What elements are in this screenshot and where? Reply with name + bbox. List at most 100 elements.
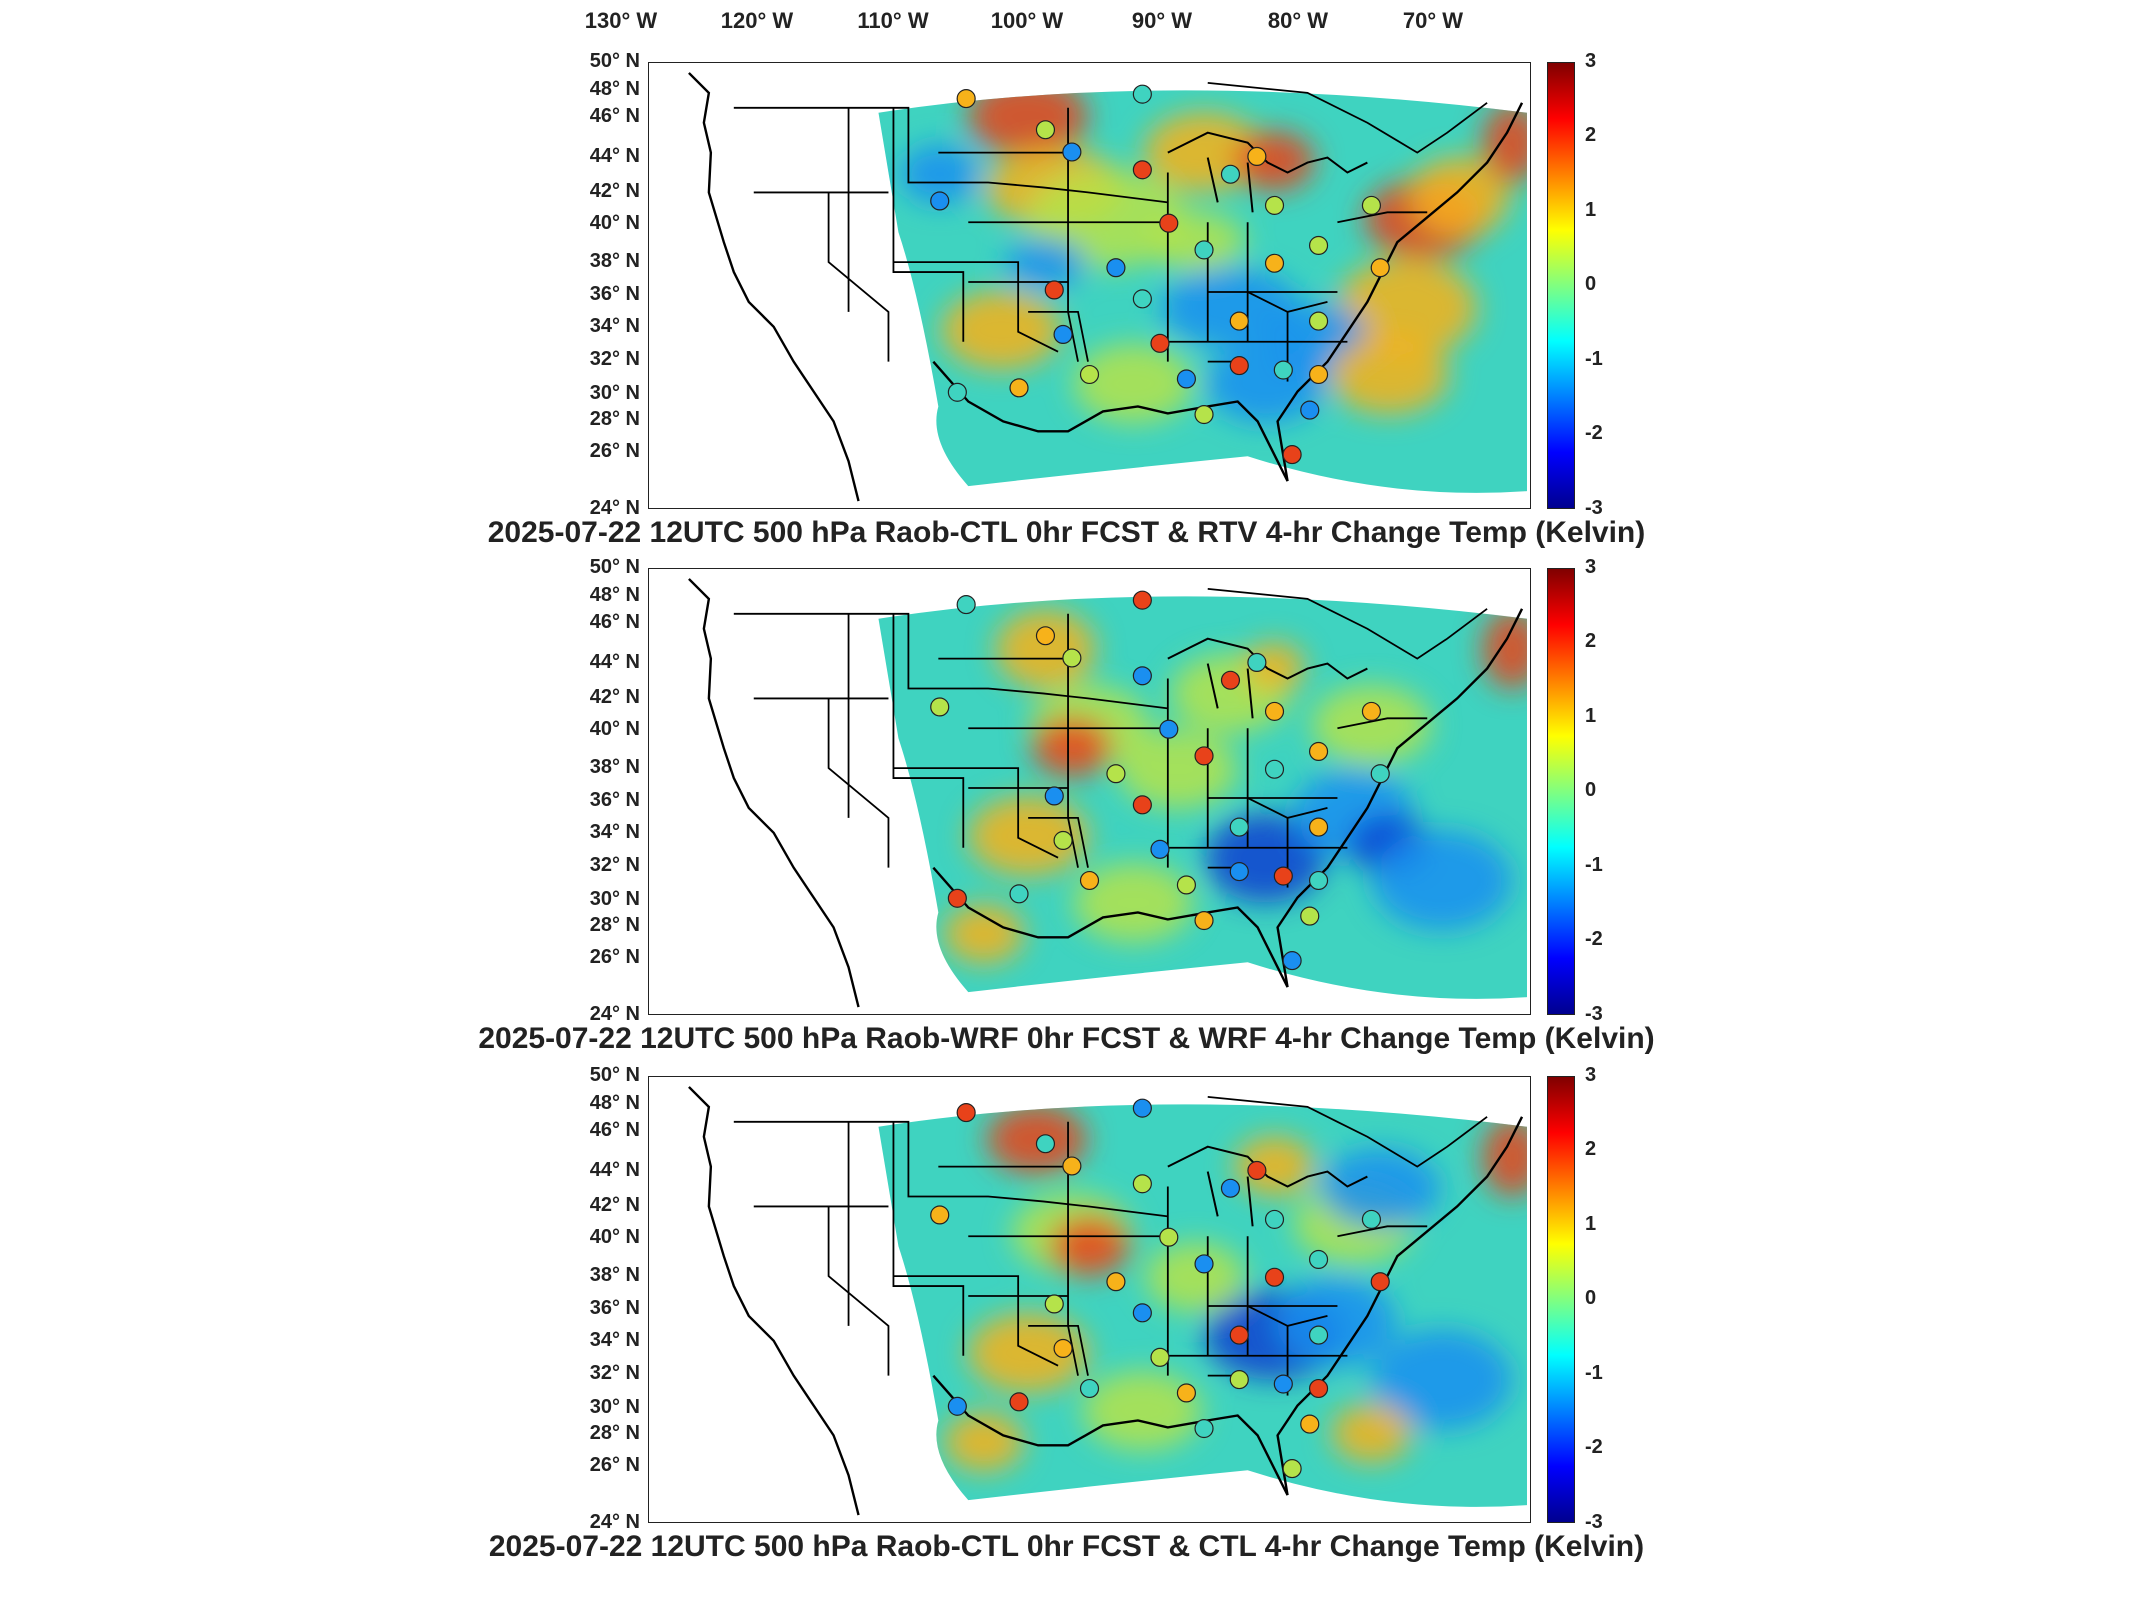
raob-station-marker <box>1229 1325 1249 1345</box>
raob-station-marker <box>1132 590 1152 610</box>
raob-station-marker <box>1044 280 1064 300</box>
raob-station-marker <box>1053 830 1073 851</box>
lat-tick-label: 48° N <box>589 1092 640 1114</box>
lat-tick-label: 36° N <box>589 1297 640 1319</box>
great-lakes-outline <box>1167 637 1368 719</box>
raob-station-marker <box>1132 1303 1152 1323</box>
lat-tick-label: 34° N <box>589 315 640 337</box>
raob-station-marker <box>1176 369 1196 389</box>
raob-station-marker <box>1150 333 1170 353</box>
raob-station-marker <box>1308 870 1329 891</box>
lat-tick-label: 26° N <box>589 1454 640 1476</box>
lat-tick-label: 24° N <box>589 497 640 519</box>
raob-station-marker <box>930 697 950 717</box>
raob-station-marker <box>1370 764 1390 784</box>
raob-station-marker <box>1053 324 1073 345</box>
lon-tick-label: 80° W <box>1267 8 1329 33</box>
lat-tick-label: 26° N <box>589 440 640 462</box>
raob-station-marker <box>1194 404 1214 425</box>
anomaly-blob <box>1073 343 1194 424</box>
raob-station-marker <box>1308 235 1329 256</box>
raob-station-marker <box>1361 701 1381 721</box>
state-border <box>892 107 965 342</box>
lat-tick-label: 50° N <box>589 50 640 72</box>
colorbar-tick-label: -2 <box>1585 422 1603 444</box>
raob-station-marker <box>1035 120 1056 140</box>
state-border <box>733 612 1168 710</box>
colorbar-tick-label: 3 <box>1585 1064 1597 1086</box>
anomaly-blob <box>1329 334 1449 415</box>
state-border <box>733 106 1168 204</box>
lat-tick-label: 36° N <box>589 789 640 811</box>
raob-station-marker <box>1370 258 1390 278</box>
anomaly-blob <box>1031 717 1112 777</box>
raob-station-marker <box>1132 160 1152 180</box>
colorbar <box>1547 62 1575 509</box>
raob-station-marker <box>1079 364 1100 385</box>
raob-station-marker <box>1106 764 1126 784</box>
raob-station-marker <box>1035 626 1056 646</box>
raob-station-marker <box>1264 759 1285 779</box>
state-borders <box>688 72 1524 502</box>
anomaly-blob <box>1372 1329 1512 1430</box>
raob-station-marker <box>1264 1267 1285 1287</box>
raob-station-marker <box>1132 84 1152 104</box>
raob-station-marker <box>947 1396 967 1416</box>
colorbar-tick-label: 0 <box>1585 273 1597 295</box>
raob-station-marker <box>1229 356 1249 376</box>
raob-station-marker <box>930 1205 950 1225</box>
raob-station-marker <box>1106 258 1126 278</box>
raob-station-marker <box>947 888 967 908</box>
raob-station-marker <box>1062 1156 1082 1176</box>
raob-stations <box>930 84 1390 465</box>
raob-station-marker <box>1247 146 1267 167</box>
lon-tick-label: 130° W <box>584 8 658 33</box>
state-border <box>892 613 965 848</box>
state-border <box>1028 310 1089 362</box>
colorbar-tick-label: 2 <box>1585 1138 1597 1160</box>
longitude-axis: 130° W 120° W 110° W 100° W 90° W 80° W 70° W <box>0 0 2133 50</box>
lat-tick-label: 34° N <box>589 821 640 843</box>
anomaly-blob <box>995 609 1096 689</box>
raob-station-marker <box>956 1103 976 1123</box>
panel-title: 2025-07-22 12UTC 500 hPa Raob-CTL 0hr FC… <box>487 516 1646 549</box>
state-borders <box>688 578 1524 1008</box>
anomaly-blob <box>1409 156 1510 237</box>
raob-station-marker <box>1159 213 1179 233</box>
anomaly-blob <box>943 904 1024 964</box>
anomaly-blob <box>1005 238 1086 289</box>
lat-tick-label: 32° N <box>589 1362 640 1384</box>
anomaly-blob <box>1234 131 1315 191</box>
anomaly-blob <box>1372 830 1512 931</box>
colorbar-tick-label: 3 <box>1585 556 1597 578</box>
temperature-field <box>878 90 1528 493</box>
west-coastline <box>688 1086 860 1516</box>
lon-tick-label: 100° W <box>990 8 1064 33</box>
anomaly-blob <box>967 1313 1088 1393</box>
map-svg <box>688 578 1528 1008</box>
raob-station-marker <box>1150 839 1170 859</box>
colorbar-tick-label: 2 <box>1585 630 1597 652</box>
state-border <box>1337 1225 1428 1238</box>
lat-tick-label: 32° N <box>589 854 640 876</box>
raob-station-marker <box>1159 1227 1179 1247</box>
anomaly-blob <box>941 290 1062 370</box>
raob-station-marker <box>1079 870 1100 891</box>
raob-station-marker <box>1009 884 1029 904</box>
state-border <box>827 698 890 868</box>
lat-tick-label: 46° N <box>589 105 640 127</box>
raob-station-marker <box>1106 1272 1126 1292</box>
lon-tick-label: 70° W <box>1402 8 1464 33</box>
state-border <box>827 1206 890 1376</box>
colorbar-tick-label: -2 <box>1585 928 1603 950</box>
gulf-coastline <box>932 1374 1289 1496</box>
colorbar-tick-label: 0 <box>1585 779 1597 801</box>
anomaly-blob <box>1336 257 1477 358</box>
raob-station-marker <box>1062 648 1082 668</box>
anomaly-blob <box>1145 1242 1246 1313</box>
raob-station-marker <box>1176 875 1196 895</box>
raob-station-marker <box>1308 817 1329 837</box>
lat-tick-label: 24° N <box>589 1003 640 1025</box>
state-border <box>1247 797 1328 819</box>
anomaly-blob <box>986 1104 1087 1175</box>
